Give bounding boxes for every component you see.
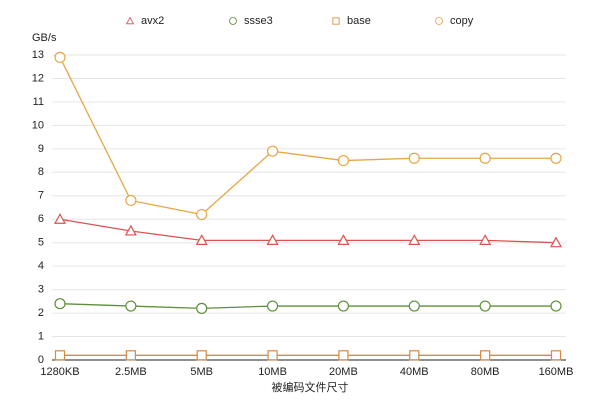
data-point: [267, 350, 278, 361]
data-point: [195, 234, 208, 245]
legend-marker: [435, 17, 443, 25]
x-tick-label: 40MB: [400, 366, 429, 378]
data-point: [125, 350, 136, 361]
y-tick-label: 5: [38, 237, 44, 249]
y-tick-label: 4: [38, 260, 44, 272]
legend-marker: [332, 17, 340, 25]
data-point: [196, 208, 208, 221]
y-tick-label: 0: [38, 354, 44, 366]
y-tick-label: 3: [38, 284, 44, 296]
data-point: [54, 51, 66, 63]
series-line: [59, 57, 556, 216]
y-tick-label: 1: [38, 330, 44, 342]
legend-label: copy: [450, 15, 474, 27]
y-tick-label: 2: [38, 307, 44, 319]
data-point: [550, 350, 562, 361]
data-point: [266, 145, 279, 157]
y-tick-label: 11: [33, 96, 44, 108]
data-point: [479, 300, 491, 312]
legend-label: avx2: [141, 15, 164, 27]
data-point: [54, 298, 66, 310]
data-point: [53, 212, 67, 224]
data-point: [408, 234, 421, 245]
y-tick-label: 7: [38, 190, 44, 202]
data-point: [266, 300, 279, 312]
x-tick-label: 1280KB: [40, 366, 79, 378]
y-tick-label: 12: [32, 72, 44, 84]
series-line: [59, 218, 557, 244]
x-tick-label: 160MB: [539, 366, 574, 378]
data-point: [196, 302, 208, 314]
data-point: [266, 234, 279, 245]
x-tick-label: 2.5MB: [115, 366, 147, 378]
data-point: [125, 300, 137, 312]
data-point: [125, 194, 137, 207]
data-point: [409, 350, 420, 361]
data-point: [479, 234, 492, 245]
data-point: [337, 300, 350, 312]
y-axis-label: GB/s: [32, 32, 57, 44]
legend-marker: [229, 17, 237, 25]
data-point: [480, 350, 491, 361]
series-line: [59, 303, 556, 310]
data-point: [549, 236, 563, 248]
data-point: [337, 154, 350, 167]
data-point: [196, 350, 207, 361]
y-tick-label: 6: [38, 213, 44, 225]
data-point: [54, 350, 66, 361]
x-tick-label: 80MB: [471, 366, 500, 378]
legend-marker: [125, 16, 135, 25]
y-tick-label: 13: [32, 49, 44, 61]
data-point: [337, 234, 350, 245]
y-tick-label: 9: [38, 143, 44, 155]
data-point: [479, 152, 491, 164]
data-point: [408, 300, 420, 312]
x-tick-label: 20MB: [329, 366, 358, 378]
x-tick-label: 10MB: [258, 366, 287, 378]
data-point: [338, 350, 349, 361]
data-point: [550, 300, 562, 312]
x-tick-label: 5MB: [190, 366, 213, 378]
data-point: [408, 152, 420, 164]
y-tick-label: 8: [38, 166, 44, 178]
legend-label: base: [347, 15, 371, 27]
x-axis-label: 被编码文件尺寸: [272, 380, 349, 394]
legend-label: ssse3: [244, 15, 273, 27]
data-point: [124, 224, 137, 236]
y-tick-label: 10: [32, 119, 44, 131]
data-point: [550, 152, 562, 164]
